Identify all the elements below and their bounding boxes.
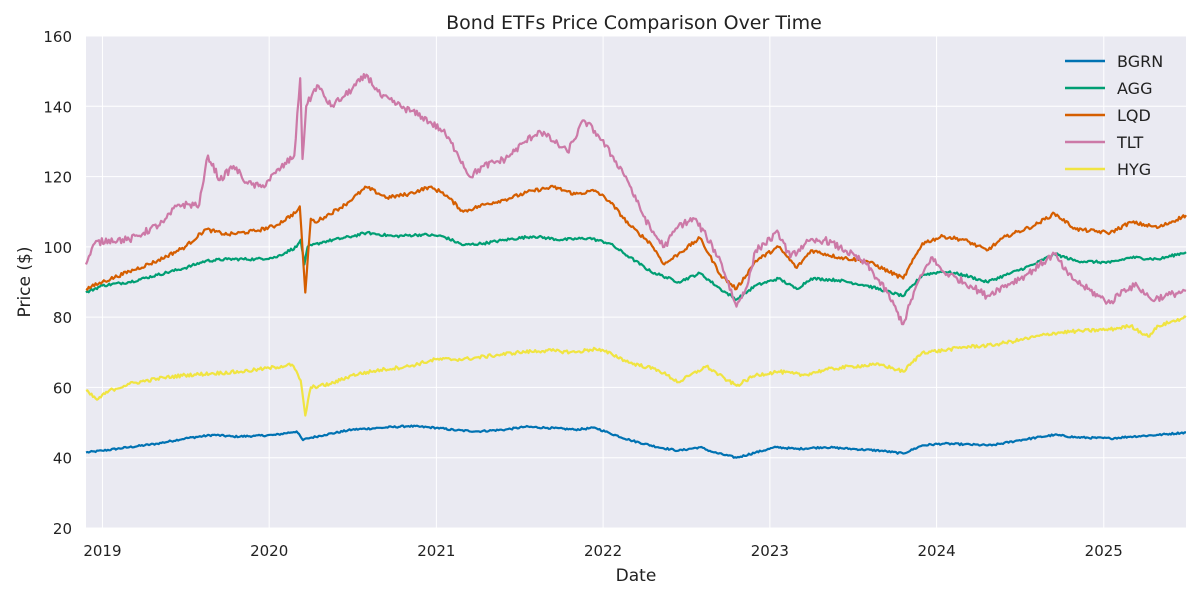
y-tick-label: 80 <box>53 309 72 327</box>
x-axis-label: Date <box>616 566 657 586</box>
legend-label: LQD <box>1117 106 1151 125</box>
legend-label: TLT <box>1116 133 1143 152</box>
legend-label: AGG <box>1117 79 1152 98</box>
y-tick-label: 20 <box>53 520 72 538</box>
legend-label: BGRN <box>1117 52 1163 71</box>
series-layer <box>84 73 1187 459</box>
legend-label: HYG <box>1117 160 1151 179</box>
x-tick-label: 2020 <box>250 542 288 560</box>
series-line-tlt <box>84 73 1187 326</box>
legend: BGRN AGG LQD TLT HYG <box>1065 52 1163 179</box>
y-tick-label: 100 <box>43 239 72 257</box>
y-axis: 20 40 60 80 100 120 140 160 <box>43 28 72 538</box>
x-axis: 2019 2020 2021 2022 2023 2024 2025 <box>83 542 1123 560</box>
series-line-hyg <box>85 315 1187 417</box>
x-tick-label: 2021 <box>417 542 455 560</box>
x-tick-label: 2019 <box>83 542 121 560</box>
series-line-lqd <box>85 184 1187 294</box>
x-tick-label: 2024 <box>917 542 955 560</box>
series-line-bgrn <box>85 424 1186 459</box>
series-line-agg <box>85 230 1187 302</box>
y-tick-label: 160 <box>43 28 72 46</box>
y-tick-label: 140 <box>43 98 72 116</box>
grid <box>86 35 1186 529</box>
x-tick-label: 2023 <box>751 542 789 560</box>
plot-area <box>86 36 1186 528</box>
y-tick-label: 40 <box>53 450 72 468</box>
x-tick-label: 2022 <box>584 542 622 560</box>
x-tick-label: 2025 <box>1085 542 1123 560</box>
y-axis-label: Price ($) <box>15 247 35 318</box>
y-tick-label: 120 <box>43 169 72 187</box>
chart-title: Bond ETFs Price Comparison Over Time <box>446 12 822 34</box>
y-tick-label: 60 <box>53 379 72 397</box>
